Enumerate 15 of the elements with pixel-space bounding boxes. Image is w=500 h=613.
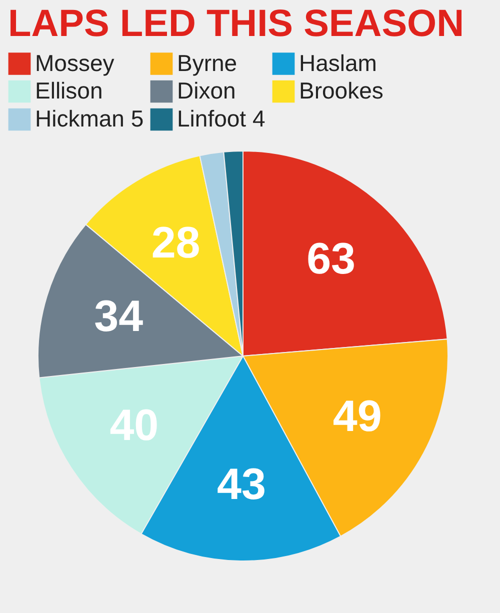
- legend-label: Hickman 5: [35, 106, 144, 132]
- legend-label: Haslam: [299, 50, 377, 76]
- legend-label: Mossey: [35, 50, 115, 76]
- legend-label: Linfoot 4: [177, 106, 266, 132]
- data-label: 40: [110, 401, 159, 450]
- data-label: 43: [216, 460, 266, 509]
- data-label: 34: [94, 292, 144, 342]
- legend-label: Dixon: [177, 78, 236, 104]
- legend-label: Ellison: [35, 78, 103, 104]
- chart-title: LAPS LED THIS SEASON: [8, 3, 464, 45]
- data-label: 63: [306, 234, 356, 284]
- legend-label: Byrne: [177, 50, 238, 76]
- legend-label: Brookes: [299, 78, 384, 104]
- data-label: 28: [151, 218, 200, 268]
- data-label: 49: [332, 392, 382, 441]
